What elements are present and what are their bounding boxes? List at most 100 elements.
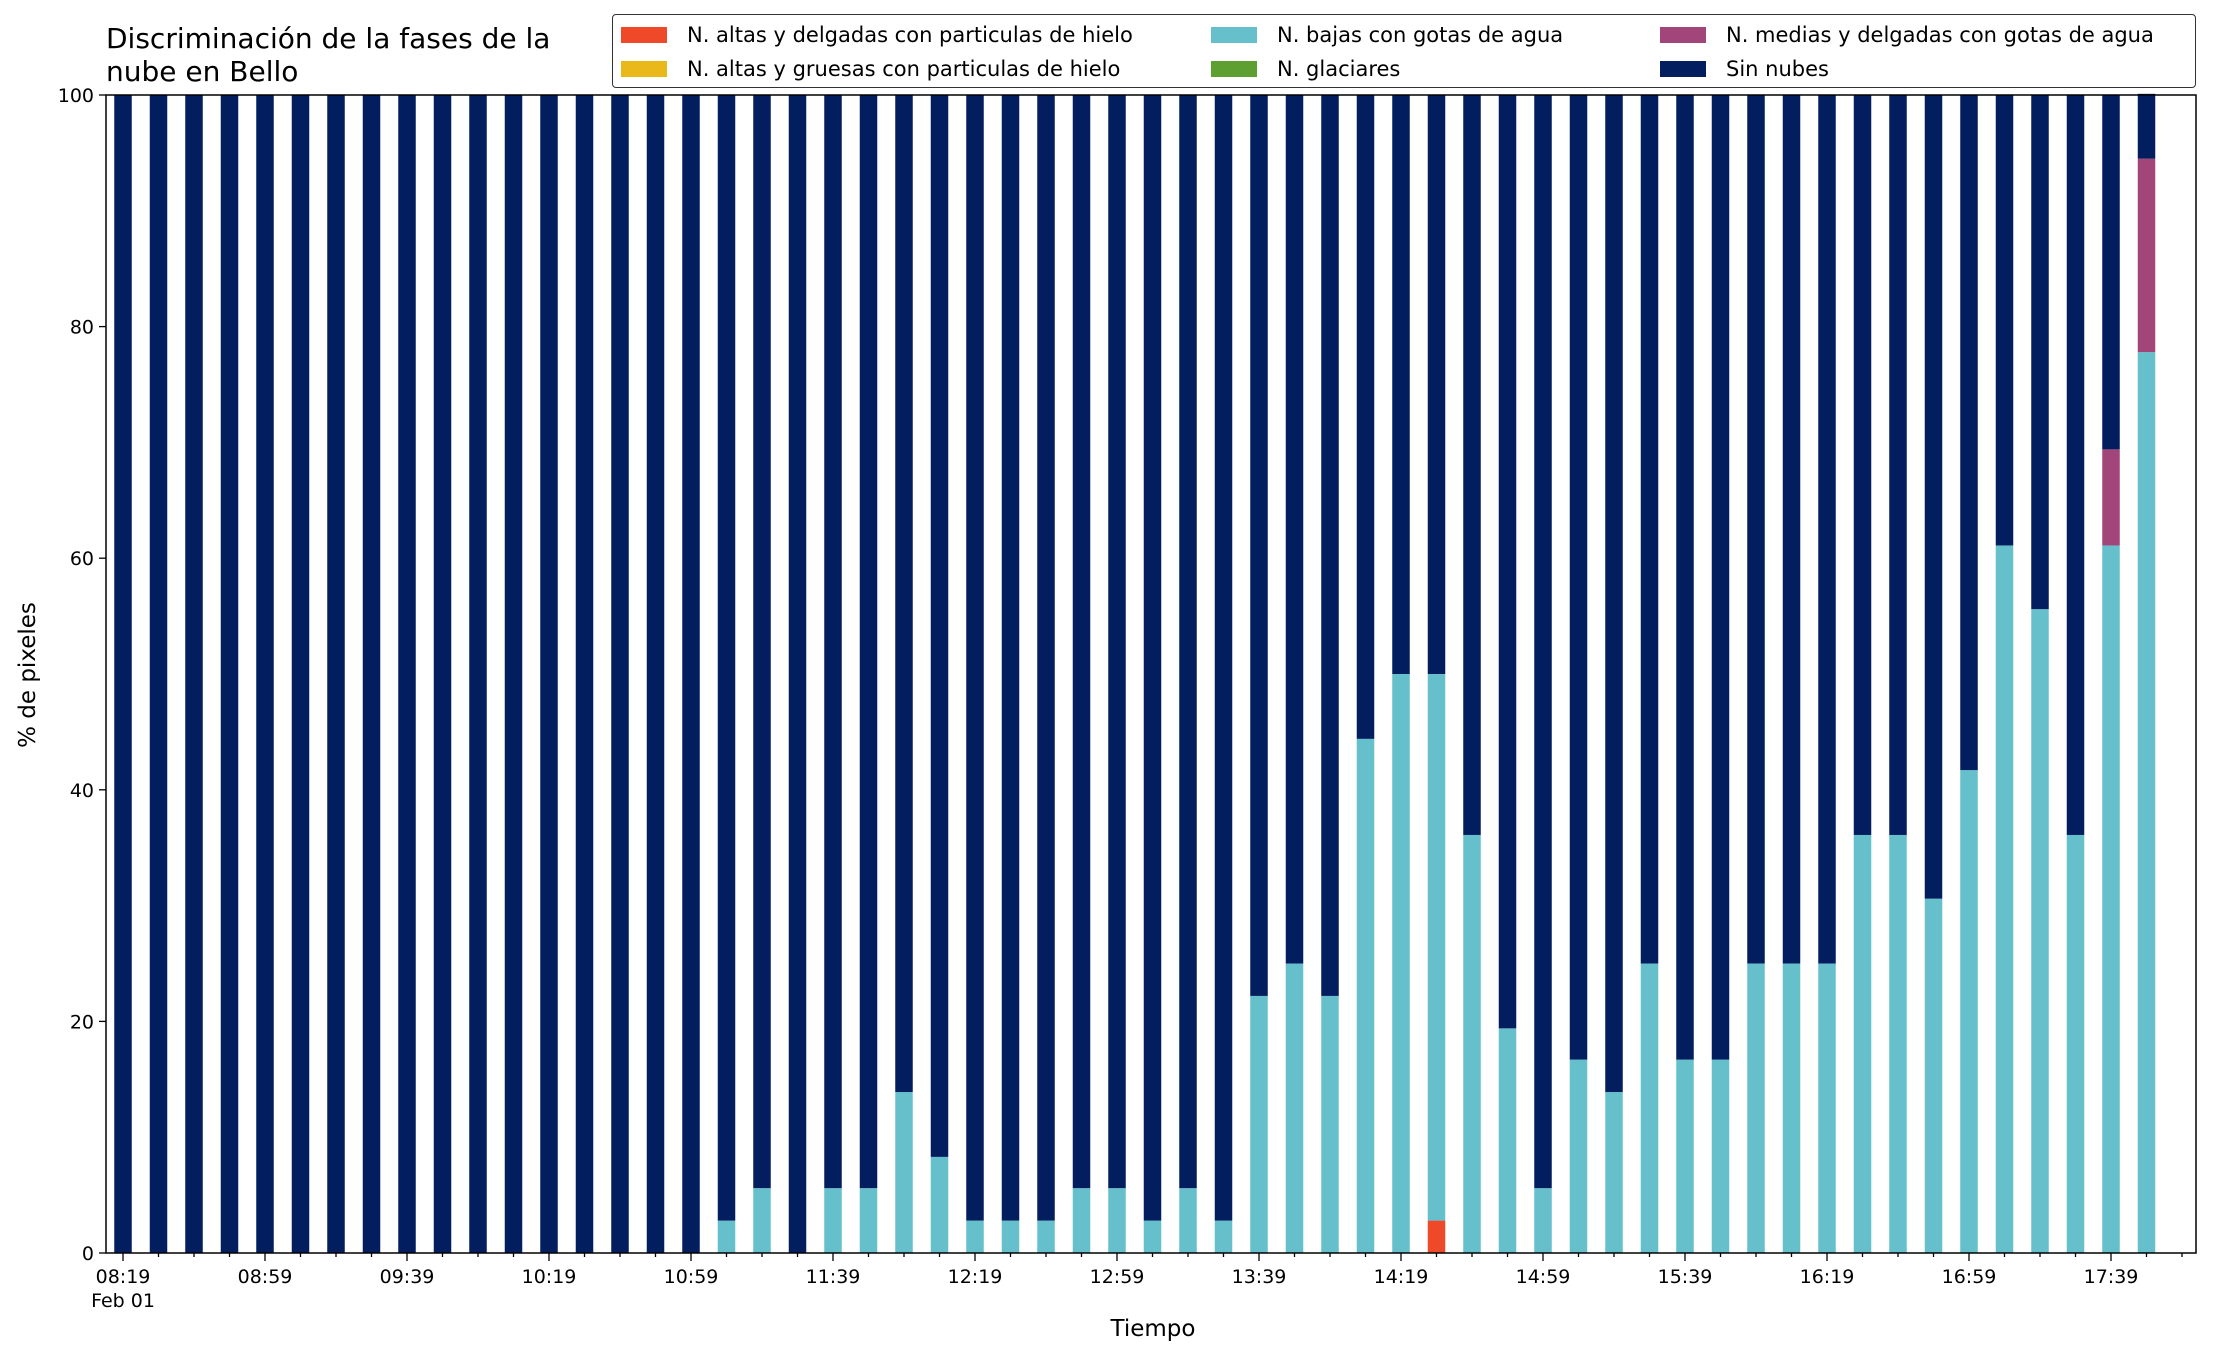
bar-segment xyxy=(114,95,132,1253)
x-tick-label: 08:19 xyxy=(96,1266,151,1288)
x-date-label: Feb 01 xyxy=(91,1290,155,1312)
bar-segment xyxy=(1179,95,1197,1189)
bar-segment xyxy=(1285,963,1304,1253)
legend-label: N. glaciares xyxy=(1277,57,1401,81)
y-tick-label: 40 xyxy=(70,780,94,802)
bar-segment xyxy=(1853,95,1872,835)
bar-segment xyxy=(1072,1188,1091,1253)
bar-segment xyxy=(895,95,913,1093)
bar-segment xyxy=(1711,1059,1730,1253)
bar-segment xyxy=(504,95,523,1253)
bar-segment xyxy=(1143,1220,1162,1253)
chart-title: Discriminación de la fases de la nube en… xyxy=(106,22,551,88)
y-tick-label: 0 xyxy=(82,1243,94,1265)
legend: N. altas y delgadas con particulas de hi… xyxy=(612,14,2196,88)
bar-segment xyxy=(966,1220,984,1253)
bar-segment xyxy=(1463,95,1481,835)
bar-segment xyxy=(646,95,665,1253)
bar-segment xyxy=(1001,95,1020,1221)
legend-item: N. altas y gruesas con particulas de hie… xyxy=(621,52,1120,86)
bar-segment xyxy=(1392,95,1410,674)
bar-segment xyxy=(1108,95,1126,1189)
bar-segment xyxy=(611,95,629,1253)
x-tick-label: 15:39 xyxy=(1658,1266,1713,1288)
x-tick-label: 16:19 xyxy=(1800,1266,1855,1288)
legend-swatch xyxy=(1660,27,1706,43)
bar-segment xyxy=(824,1188,842,1253)
bar-segment xyxy=(788,95,807,1253)
bar-segment xyxy=(149,95,168,1253)
x-axis-label: Tiempo xyxy=(1110,1316,1196,1342)
x-tick-label: 12:59 xyxy=(1090,1266,1145,1288)
bar-segment xyxy=(1960,770,1978,1253)
bar-segment xyxy=(2066,834,2085,1253)
bar-segment xyxy=(966,95,984,1221)
legend-item: N. bajas con gotas de agua xyxy=(1211,18,1563,52)
bar-segment xyxy=(1711,95,1730,1060)
bar-segment xyxy=(1498,1028,1517,1253)
bar-segment xyxy=(1818,963,1836,1253)
bar-segment xyxy=(1250,995,1268,1253)
bar-segment xyxy=(717,1220,736,1253)
bar-segment xyxy=(1392,674,1410,1253)
bar-segment xyxy=(1321,95,1339,996)
legend-item: N. glaciares xyxy=(1211,52,1400,86)
y-tick-label: 20 xyxy=(70,1011,94,1033)
bar-segment xyxy=(1569,95,1588,1060)
legend-swatch xyxy=(1211,61,1257,77)
x-tick-label: 10:59 xyxy=(664,1266,719,1288)
bar-segment xyxy=(1108,1188,1126,1253)
bar-segment xyxy=(1605,1092,1623,1253)
bar-segment xyxy=(1924,898,1943,1253)
bar-segment xyxy=(930,95,949,1157)
bar-segment xyxy=(1250,95,1268,996)
bar-segment xyxy=(1569,1059,1588,1253)
x-tick-label: 12:19 xyxy=(948,1266,1003,1288)
y-tick-label: 100 xyxy=(58,85,94,107)
bar-segment xyxy=(1356,95,1375,739)
bar-segment xyxy=(185,95,203,1253)
bar-segment xyxy=(256,95,274,1253)
bar-segment xyxy=(1782,963,1801,1253)
bar-segment xyxy=(753,95,771,1189)
bar-segment xyxy=(433,95,452,1253)
bar-segment xyxy=(540,95,558,1253)
bar-segment xyxy=(753,1188,771,1253)
bar-segment xyxy=(1356,738,1375,1253)
x-tick-label: 09:39 xyxy=(380,1266,435,1288)
legend-label: N. altas y gruesas con particulas de hie… xyxy=(687,57,1121,81)
bar-segment xyxy=(1143,95,1162,1221)
bar-segment xyxy=(2066,95,2085,835)
bar-segment xyxy=(1676,95,1694,1060)
bar-segment xyxy=(1037,95,1055,1221)
legend-item: Sin nubes xyxy=(1660,52,1829,86)
legend-label: N. altas y delgadas con particulas de hi… xyxy=(687,23,1133,47)
bar-segment xyxy=(1640,963,1659,1253)
bar-segment xyxy=(2137,93,2156,159)
bar-segment xyxy=(1924,95,1943,899)
x-tick-label: 13:39 xyxy=(1232,1266,1287,1288)
x-tick-label: 14:19 xyxy=(1374,1266,1429,1288)
x-tick-label: 11:39 xyxy=(806,1266,861,1288)
bar-segment xyxy=(1534,1188,1552,1253)
bar-segment xyxy=(1214,1220,1233,1253)
bar-segment xyxy=(1072,95,1091,1189)
bar-segment xyxy=(717,95,736,1221)
x-tick-label: 14:59 xyxy=(1516,1266,1571,1288)
bar-segment xyxy=(1747,95,1765,964)
legend-swatch xyxy=(1660,61,1706,77)
x-tick-label: 08:59 xyxy=(238,1266,293,1288)
bar-segment xyxy=(2031,95,2049,610)
bar-segment xyxy=(2102,545,2120,1253)
bar-segment xyxy=(2137,352,2156,1254)
bar-segment xyxy=(1960,95,1978,771)
bar-segment xyxy=(1640,95,1659,964)
bar-segment xyxy=(1214,95,1233,1221)
bar-segment xyxy=(824,95,842,1189)
y-tick-label: 80 xyxy=(70,317,94,339)
legend-label: Sin nubes xyxy=(1726,57,1829,81)
bar-segment xyxy=(1463,834,1481,1253)
bar-segment xyxy=(1498,95,1517,1029)
bar-segment xyxy=(1534,95,1552,1189)
